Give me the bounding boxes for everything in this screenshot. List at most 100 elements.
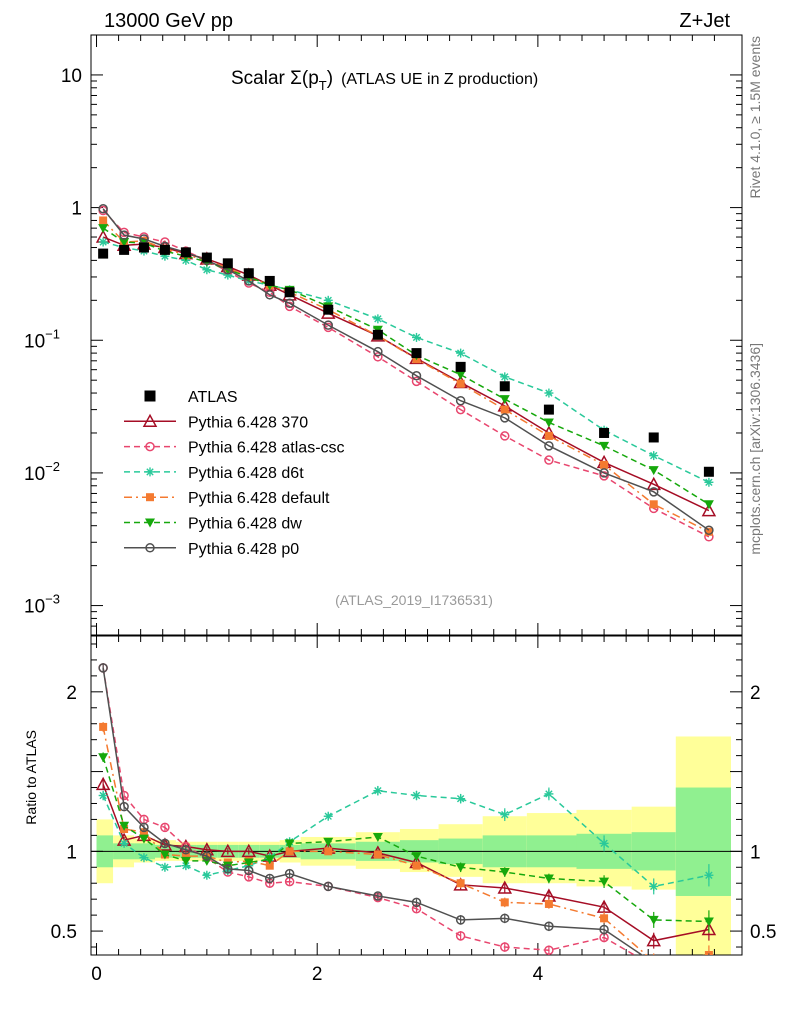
ratio-frame — [90, 635, 743, 956]
plot-title-close: ) — [327, 68, 333, 89]
series-point — [98, 753, 109, 763]
legend-item: Pythia 6.428 d6t — [124, 465, 304, 482]
atlas-data-point — [411, 348, 422, 359]
legend-item: Pythia 6.428 dw — [124, 516, 302, 533]
series-point — [264, 855, 275, 865]
series-point — [703, 500, 714, 510]
series-point — [181, 844, 191, 855]
atlas-data-point — [599, 427, 610, 438]
series-point — [646, 476, 661, 491]
legend-item: Pythia 6.428 p0 — [124, 541, 299, 558]
series-point — [372, 832, 383, 842]
series-point — [159, 850, 170, 860]
header-left-title: 13000 GeV pp — [104, 10, 233, 32]
series-point — [220, 843, 236, 858]
legend-label: Pythia 6.428 atlas-csc — [188, 440, 345, 457]
series-point — [649, 500, 658, 509]
mcplots-label: mcplots.cern.ch [arXiv:1306.3436] — [747, 343, 763, 555]
series-point — [243, 858, 254, 868]
ratio-bands — [96, 736, 731, 955]
series-point — [323, 837, 334, 847]
series-point — [544, 388, 554, 398]
series-point — [646, 933, 661, 947]
main-series — [95, 204, 717, 542]
series-point — [180, 856, 191, 866]
series-point — [599, 924, 609, 935]
series-point — [455, 370, 466, 380]
series-point — [701, 503, 717, 517]
series-point — [544, 899, 553, 908]
legend-label: Pythia 6.428 default — [188, 490, 330, 507]
header-right-title: Z+Jet — [679, 10, 730, 32]
ratio-axes: 2 2 1 1 0.5 0.5 0 2 4 — [51, 635, 776, 985]
atlas-data-point — [499, 381, 510, 392]
series-point — [705, 959, 713, 967]
legend-marker — [146, 493, 154, 502]
ratio-xtick-label: 2 — [312, 964, 323, 985]
plot-title-sub: T — [319, 78, 327, 93]
atlas-data-point — [119, 244, 130, 255]
series-point — [373, 850, 382, 859]
ratio-series — [95, 663, 717, 970]
series-point — [373, 352, 383, 362]
series-point — [373, 346, 383, 357]
legend-label: Pythia 6.428 370 — [188, 414, 308, 431]
series-point — [456, 794, 466, 804]
series-point — [412, 861, 421, 870]
series-point — [500, 942, 510, 952]
atlas-data-point — [138, 242, 149, 253]
legend-marker — [145, 543, 155, 553]
ratio-series-pythia-6-428-p0 — [98, 663, 713, 967]
series-point — [119, 790, 129, 801]
series-point — [543, 874, 554, 884]
series-point — [704, 870, 714, 880]
series-point — [704, 477, 714, 487]
series-point — [456, 348, 466, 358]
atlas-data-point — [180, 247, 191, 258]
series-point — [119, 838, 129, 848]
series-point — [139, 853, 149, 863]
series-point — [455, 404, 466, 415]
main-series-pythia-6-428-p0 — [98, 204, 714, 535]
legend-marker — [145, 441, 155, 452]
legend: ATLAS Pythia 6.428 370 Pythia 6.428 atlas-… — [124, 389, 345, 558]
series-point — [648, 487, 659, 497]
legend-label: Pythia 6.428 p0 — [188, 541, 299, 558]
main-ytick-label: 10−1 — [24, 326, 60, 352]
series-point — [373, 891, 383, 901]
series-point — [544, 789, 554, 799]
series-point — [202, 851, 212, 861]
series-point — [456, 379, 465, 388]
atlas-data-point — [159, 244, 170, 255]
series-point — [160, 838, 170, 849]
series-point — [500, 431, 510, 441]
series-point — [324, 847, 333, 856]
ratio-ytick-label-right: 2 — [750, 683, 761, 704]
atlas-data-point — [703, 466, 714, 477]
legend-label: Pythia 6.428 dw — [188, 516, 302, 533]
analysis-id: (ATLAS_2019_I1736531) — [335, 592, 493, 608]
series-point — [649, 881, 659, 891]
atlas-data-point — [543, 404, 554, 415]
series-point — [139, 822, 149, 833]
legend-marker — [145, 518, 155, 528]
plot-title-main: Scalar Σ(p — [231, 68, 319, 89]
series-point — [599, 471, 609, 481]
series-point — [648, 466, 659, 476]
series-point — [648, 915, 659, 925]
series-point — [599, 877, 610, 887]
series-point — [705, 962, 713, 970]
series-point — [284, 839, 295, 849]
series-point — [500, 413, 510, 423]
legend-marker — [145, 467, 155, 477]
series-point — [411, 852, 422, 862]
series-point — [704, 527, 713, 536]
ratio-ytick-label-left: 0.5 — [51, 922, 77, 943]
legend-marker — [142, 413, 158, 428]
main-axes: 10 1 10−1 10−2 10−3 — [24, 34, 743, 636]
series-point — [412, 791, 421, 800]
series-line — [102, 227, 710, 505]
series-point — [160, 822, 170, 833]
series-point — [544, 441, 554, 451]
